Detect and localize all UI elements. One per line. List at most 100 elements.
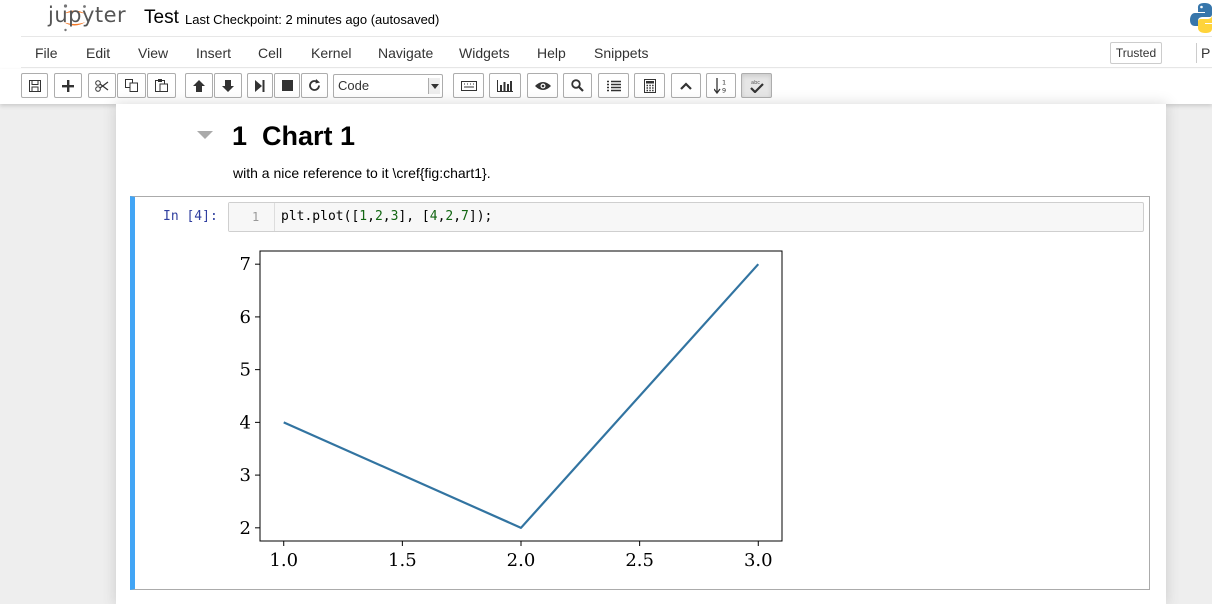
code-number: 3 [390, 209, 399, 224]
list-icon [606, 80, 621, 91]
collapse-button[interactable] [671, 73, 701, 98]
refresh-icon [309, 79, 320, 91]
y-tick-label: 2 [240, 518, 251, 539]
copy-icon [125, 79, 138, 92]
code-token: ], [ [398, 209, 430, 224]
x-tick-label: 1.5 [388, 550, 417, 571]
search-icon [571, 79, 584, 92]
restart-button[interactable] [301, 73, 328, 98]
save-button[interactable] [21, 73, 48, 98]
stop-icon [281, 80, 293, 91]
menu-kernel[interactable]: Kernel [311, 45, 352, 61]
menu-view[interactable]: View [138, 45, 169, 61]
table-of-contents-button[interactable] [598, 73, 629, 98]
command-palette-button[interactable] [453, 73, 484, 98]
header: jupyter Test Last Checkpoint: 2 minutes … [0, 0, 1212, 36]
code-token: plt.plot([ [281, 209, 360, 224]
menu-insert[interactable]: Insert [196, 45, 232, 61]
heading-number: 1 [232, 121, 248, 151]
svg-text:1: 1 [722, 78, 726, 86]
paste-icon [155, 79, 168, 92]
y-tick-label: 7 [240, 254, 251, 275]
copy-button[interactable] [117, 73, 146, 98]
sort-numeric-icon: 19 [714, 77, 726, 94]
paste-button[interactable] [147, 73, 176, 98]
eye-icon [534, 81, 551, 90]
scissors-icon [95, 79, 109, 92]
svg-text:9: 9 [722, 86, 726, 94]
move-down-button[interactable] [214, 73, 242, 98]
code-number: 4 [429, 209, 438, 224]
cell-type-value: Code [338, 78, 370, 93]
code-editor[interactable]: 1 plt.plot([1,2,3], [4,2,7]); [228, 202, 1144, 232]
python-logo-icon [1190, 3, 1212, 33]
y-tick-label: 6 [240, 307, 251, 328]
spellcheck-icon: abc [749, 80, 764, 93]
code-token: ]); [468, 209, 493, 224]
code-token: , [367, 209, 375, 224]
save-icon [28, 79, 41, 92]
interrupt-button[interactable] [274, 73, 300, 98]
svg-text:abc: abc [751, 80, 760, 86]
y-tick-label: 4 [240, 412, 251, 433]
menu-file[interactable]: File [35, 45, 58, 61]
menu-navigate[interactable]: Navigate [378, 45, 434, 61]
chevron-up-icon [680, 81, 692, 90]
cut-button[interactable] [88, 73, 116, 98]
move-up-button[interactable] [185, 73, 213, 98]
spellcheck-button[interactable]: abc [741, 73, 772, 98]
menubar-inner: File Edit View Insert Cell Kernel Naviga… [21, 36, 1212, 68]
preview-button[interactable] [527, 73, 558, 98]
x-tick-label: 3.0 [744, 550, 773, 571]
x-tick-label: 2.5 [625, 550, 654, 571]
bar-chart-icon [497, 79, 513, 92]
insert-cell-button[interactable] [54, 73, 82, 98]
kernel-indicator[interactable]: P [1196, 43, 1210, 63]
trusted-indicator[interactable]: Trusted [1110, 42, 1162, 64]
cell-type-select[interactable]: Code [333, 74, 443, 98]
step-forward-icon [255, 79, 265, 92]
code-line[interactable]: plt.plot([1,2,3], [4,2,7]); [281, 209, 492, 224]
x-tick-label: 2.0 [507, 550, 536, 571]
menubar: File Edit View Insert Cell Kernel Naviga… [0, 36, 1212, 69]
jupyter-logo-icon[interactable] [18, 3, 133, 33]
code-token: , [453, 209, 462, 224]
y-tick-label: 3 [240, 465, 251, 486]
markdown-paragraph: with a nice reference to it \cref{fig:ch… [233, 165, 491, 181]
logo-text[interactable]: jupyter [48, 3, 127, 27]
plot-area-frame [259, 250, 783, 542]
code-token: , [437, 209, 446, 224]
code-number: 2 [374, 209, 383, 224]
menu-help[interactable]: Help [537, 45, 566, 61]
y-tick-label: 5 [240, 360, 251, 381]
code-number: 7 [461, 209, 469, 224]
menu-cell[interactable]: Cell [258, 45, 283, 61]
search-button[interactable] [563, 73, 592, 98]
input-prompt: In [4]: [163, 209, 218, 224]
calculator-button[interactable] [634, 73, 665, 98]
plus-icon [62, 79, 74, 92]
menu-snippets[interactable]: Snippets [594, 45, 649, 61]
menu-widgets[interactable]: Widgets [459, 45, 510, 61]
series-line [283, 263, 760, 529]
menu-edit[interactable]: Edit [86, 45, 111, 61]
calculator-icon [643, 78, 656, 93]
code-number: 1 [359, 209, 368, 224]
chart-button[interactable] [489, 73, 521, 98]
line-number: 1 [252, 210, 260, 224]
code-number: 2 [445, 209, 454, 224]
line-gutter: 1 [229, 203, 275, 231]
checkpoint-status: Last Checkpoint: 2 minutes ago (autosave… [185, 12, 440, 27]
notebook-name[interactable]: Test [144, 7, 179, 28]
arrow-up-icon [193, 79, 205, 92]
line-chart: 2 3 4 5 6 7 1.0 1.5 2.0 2.5 3.0 [240, 250, 783, 571]
heading-title: Chart 1 [262, 121, 356, 151]
chevron-down-icon [428, 78, 440, 94]
collapse-heading-icon[interactable] [197, 131, 213, 139]
code-token: , [382, 209, 391, 224]
x-tick-label: 1.0 [269, 550, 298, 571]
run-button[interactable] [247, 73, 273, 98]
keyboard-icon [460, 80, 477, 91]
